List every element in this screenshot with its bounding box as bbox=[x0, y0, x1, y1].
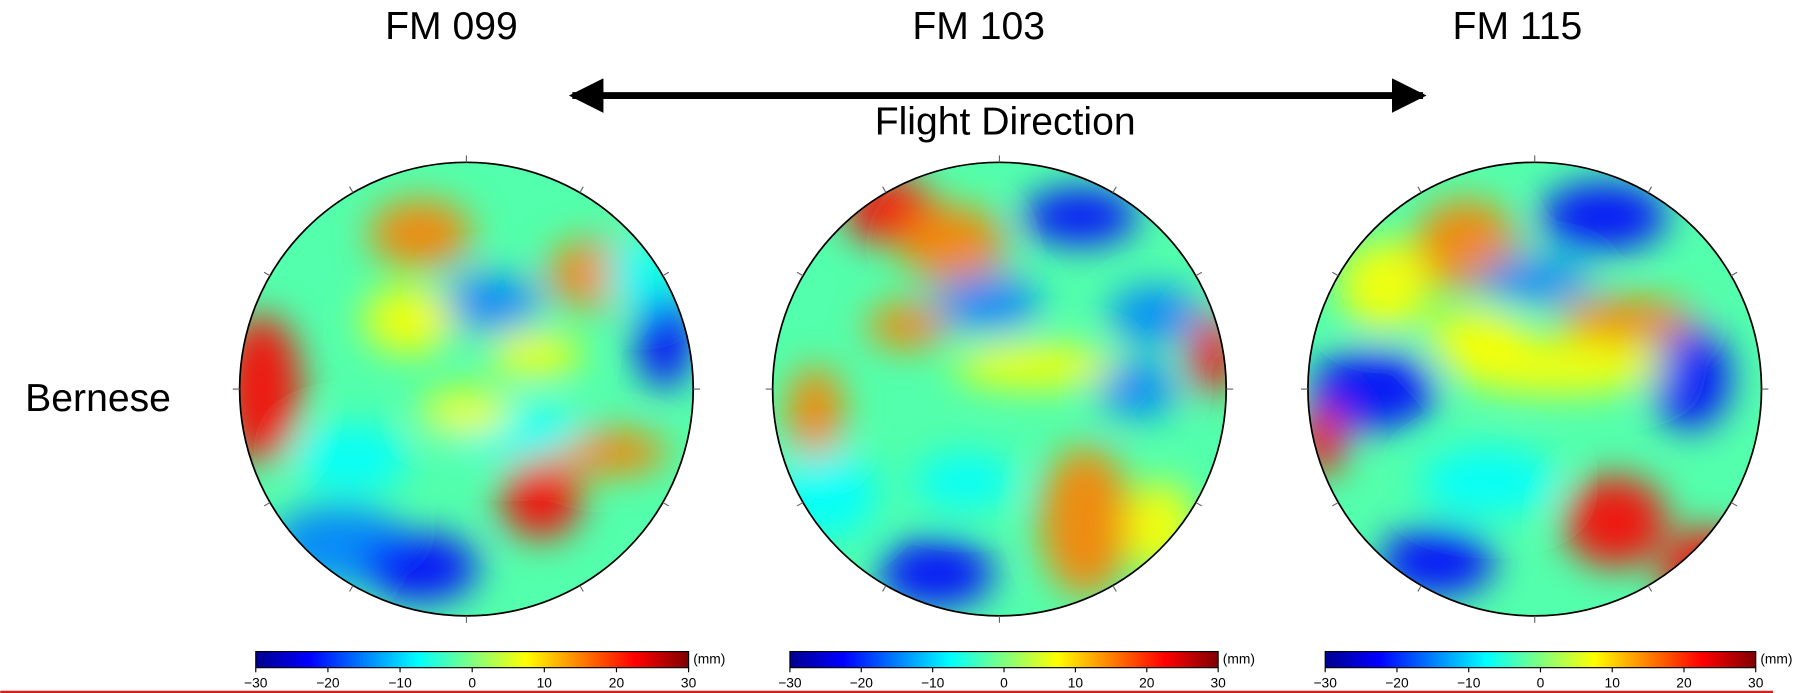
colorbar-tick-label: 20 bbox=[1139, 674, 1155, 690]
heatmap-blob bbox=[1108, 285, 1201, 344]
heatmap-blob bbox=[1540, 181, 1668, 251]
colorbar-tick-label: 0 bbox=[1000, 674, 1008, 690]
panel-title: FM 115 bbox=[1453, 5, 1583, 48]
colorbar bbox=[1324, 650, 1757, 669]
heatmap-blob bbox=[1022, 187, 1138, 246]
frame-tick bbox=[1417, 186, 1422, 193]
heatmap-blob bbox=[953, 343, 1115, 390]
frame-tick bbox=[263, 271, 271, 277]
frame-tick bbox=[662, 501, 670, 507]
heatmap-blob bbox=[362, 285, 455, 355]
frame-tick bbox=[579, 585, 584, 592]
colorbar-tick-label: 30 bbox=[681, 674, 697, 690]
colorbar-tick-label: 30 bbox=[1748, 674, 1764, 690]
colorbar-tick-label: 10 bbox=[1605, 674, 1621, 690]
heatmap-blob bbox=[552, 429, 668, 476]
heatmap-blob bbox=[1097, 360, 1178, 418]
frame-tick bbox=[349, 585, 354, 592]
heatmap-blob bbox=[1563, 475, 1668, 568]
heatmap-blob bbox=[867, 302, 948, 349]
frame-tick bbox=[796, 271, 804, 277]
heatmap-blob bbox=[604, 239, 674, 309]
heatmap-blob bbox=[913, 452, 1017, 510]
frame-tick bbox=[796, 501, 804, 507]
colorbar-tick-label: 20 bbox=[609, 674, 625, 690]
heatmap-blob bbox=[489, 331, 582, 378]
heatmap-blob bbox=[1126, 481, 1196, 574]
colorbar-unit: (mm) bbox=[1760, 650, 1792, 666]
frame-tick bbox=[1730, 271, 1738, 277]
heatmap-blob bbox=[1419, 446, 1558, 516]
colorbar-tick-label: −10 bbox=[921, 674, 945, 690]
heatmap-blob bbox=[1557, 297, 1696, 344]
frame-tick bbox=[1647, 186, 1653, 193]
colorbar bbox=[789, 650, 1219, 669]
panel-title: FM 103 bbox=[912, 5, 1045, 48]
colorbar bbox=[255, 650, 690, 669]
panel-title: FM 099 bbox=[385, 5, 518, 48]
colorbar-tick-label: 10 bbox=[1068, 674, 1084, 690]
colorbar-tick-label: 10 bbox=[537, 674, 553, 690]
row-label: Bernese bbox=[25, 377, 171, 420]
heatmap-blob bbox=[786, 366, 845, 459]
heatmap-blob bbox=[437, 273, 542, 332]
heatmap-blobs bbox=[774, 176, 1227, 608]
heatmap-blob bbox=[1189, 314, 1227, 395]
polar-heatmap bbox=[1307, 162, 1762, 616]
colorbar-tick-label: −10 bbox=[388, 674, 412, 690]
colorbar-unit: (mm) bbox=[693, 650, 725, 666]
frame-tick bbox=[1332, 271, 1339, 277]
frame-tick bbox=[1417, 585, 1422, 592]
polar-heatmap bbox=[239, 162, 694, 616]
heatmap-blob bbox=[1649, 325, 1731, 430]
heatmap-blob bbox=[1039, 446, 1132, 597]
heatmap-blob bbox=[293, 423, 409, 493]
heatmap-blob bbox=[368, 199, 473, 269]
heatmap-blob bbox=[936, 273, 1040, 332]
colorbar-tick-label: −20 bbox=[850, 674, 874, 690]
colorbar-tick-label: −30 bbox=[1314, 674, 1338, 690]
frame-tick bbox=[1195, 501, 1203, 507]
heatmap-blob bbox=[1339, 239, 1432, 332]
heatmap-blob bbox=[420, 389, 513, 436]
colorbar-tick-label: −10 bbox=[1457, 674, 1481, 690]
frame-tick bbox=[1730, 501, 1738, 507]
frame-tick bbox=[882, 585, 887, 592]
heatmap-blob bbox=[500, 458, 582, 539]
frame-tick bbox=[1647, 585, 1653, 592]
frame-tick bbox=[263, 501, 271, 507]
colorbar-unit: (mm) bbox=[1223, 650, 1255, 666]
frame-tick bbox=[1332, 501, 1339, 507]
colorbar-tick-label: 0 bbox=[468, 674, 476, 690]
heatmap-blob bbox=[1310, 348, 1437, 430]
colorbar-tick-label: −20 bbox=[316, 674, 340, 690]
heatmap-blobs bbox=[1307, 181, 1754, 616]
frame-tick bbox=[882, 186, 887, 193]
frame-tick bbox=[1112, 585, 1117, 592]
polar-heatmap bbox=[772, 162, 1227, 616]
frame-tick bbox=[1195, 271, 1203, 277]
heatmap-blob bbox=[1661, 527, 1754, 616]
colorbar-tick-label: 30 bbox=[1210, 674, 1226, 690]
flight-direction-label: Flight Direction bbox=[875, 101, 1136, 144]
heatmap-blob bbox=[1425, 308, 1529, 367]
heatmap-blob bbox=[362, 532, 478, 603]
frame-tick bbox=[579, 186, 584, 193]
frame-tick bbox=[349, 186, 354, 193]
heatmap-blob bbox=[1379, 527, 1495, 597]
heatmap-blob bbox=[774, 446, 879, 539]
heatmap-blob bbox=[1477, 256, 1593, 303]
colorbar-tick-label: 20 bbox=[1676, 674, 1692, 690]
heatmap-blobs bbox=[239, 199, 694, 603]
frame-tick bbox=[662, 271, 670, 277]
colorbar-tick-label: −30 bbox=[244, 674, 268, 690]
heatmap-blob bbox=[901, 204, 1006, 286]
colorbar-tick-label: −20 bbox=[1385, 674, 1409, 690]
frame-tick bbox=[1112, 186, 1117, 193]
colorbar-tick-label: 0 bbox=[1537, 674, 1545, 690]
heatmap-blob bbox=[878, 538, 994, 608]
colorbar-tick-label: −30 bbox=[778, 674, 802, 690]
